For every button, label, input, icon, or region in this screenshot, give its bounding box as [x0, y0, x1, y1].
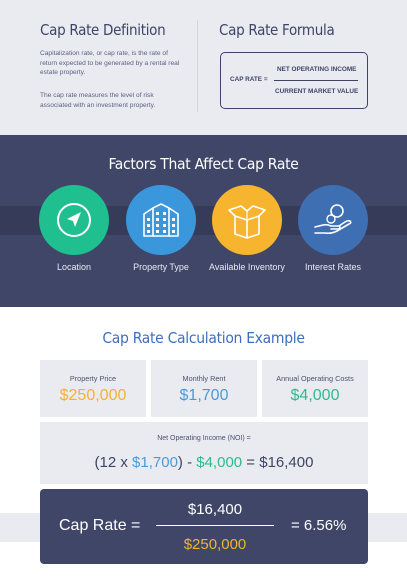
factor-label: Available Inventory — [209, 262, 285, 272]
formula-fraction-line — [274, 80, 358, 81]
factor-location: Location — [34, 185, 114, 272]
factors-title: Factors That Affect Cap Rate — [108, 155, 299, 173]
factor-label: Property Type — [133, 262, 189, 272]
definition-paragraph-2: The cap rate measures the level of risk … — [40, 92, 156, 109]
card-value: $1,700 — [179, 387, 229, 404]
noi-card: Net Operating Income (NOI) = (12 x $1,70… — [40, 422, 368, 484]
noi-equation: (12 x $1,700) - $4,000 = $16,400 — [40, 454, 368, 471]
result-denominator: $250,000 — [183, 536, 247, 553]
formula-title: Cap Rate Formula — [219, 21, 335, 39]
location-arrow-icon — [39, 185, 109, 255]
noi-rent: $1,700 — [132, 454, 178, 471]
noi-label: Net Operating Income (NOI) = — [157, 435, 251, 442]
factors-section: Factors That Affect Cap Rate Location — [0, 135, 407, 307]
result-fraction-line — [156, 525, 274, 526]
definition-title: Cap Rate Definition — [40, 21, 166, 39]
result-lhs: Cap Rate = — [59, 517, 141, 534]
result-value: = 6.56% — [291, 517, 347, 534]
card-label: Annual Operating Costs — [276, 374, 354, 383]
formula-lhs: CAP RATE = — [230, 76, 268, 83]
noi-costs: $4,000 — [196, 454, 243, 471]
result-numerator: $16,400 — [187, 501, 243, 518]
formula-box: CAP RATE = NET OPERATING INCOME CURRENT … — [220, 52, 368, 109]
card-value: $4,000 — [290, 387, 340, 404]
section-divider — [197, 20, 198, 112]
factor-property-type: Property Type — [121, 185, 201, 272]
factor-label: Interest Rates — [304, 262, 362, 272]
card-label: Monthly Rent — [182, 374, 226, 383]
noi-end: = $16,400 — [242, 454, 314, 471]
card-label: Property Price — [69, 374, 117, 383]
result-box: Cap Rate = $16,400 $250,000 = 6.56% — [40, 489, 368, 564]
formula-numerator: NET OPERATING INCOME — [277, 66, 357, 73]
card-property-price: Property Price $250,000 — [40, 360, 146, 417]
factor-label: Location — [56, 262, 92, 272]
noi-open: (12 x — [94, 454, 133, 471]
card-annual-operating-costs: Annual Operating Costs $4,000 — [262, 360, 368, 417]
formula-denominator: CURRENT MARKET VALUE — [275, 88, 359, 95]
card-value: $250,000 — [59, 387, 127, 404]
definition-paragraph-1: Capitalization rate, or cap rate, is the… — [40, 50, 180, 76]
box-icon — [212, 185, 282, 255]
money-hand-icon — [298, 185, 368, 255]
factor-available-inventory: Available Inventory — [207, 185, 287, 272]
definition-section: Cap Rate Definition Capitalization rate,… — [0, 0, 407, 135]
calculation-title: Cap Rate Calculation Example — [102, 329, 305, 347]
factor-interest-rates: Interest Rates — [293, 185, 373, 272]
noi-mid: ) - — [177, 454, 197, 471]
building-icon — [126, 185, 196, 255]
card-monthly-rent: Monthly Rent $1,700 — [151, 360, 257, 417]
